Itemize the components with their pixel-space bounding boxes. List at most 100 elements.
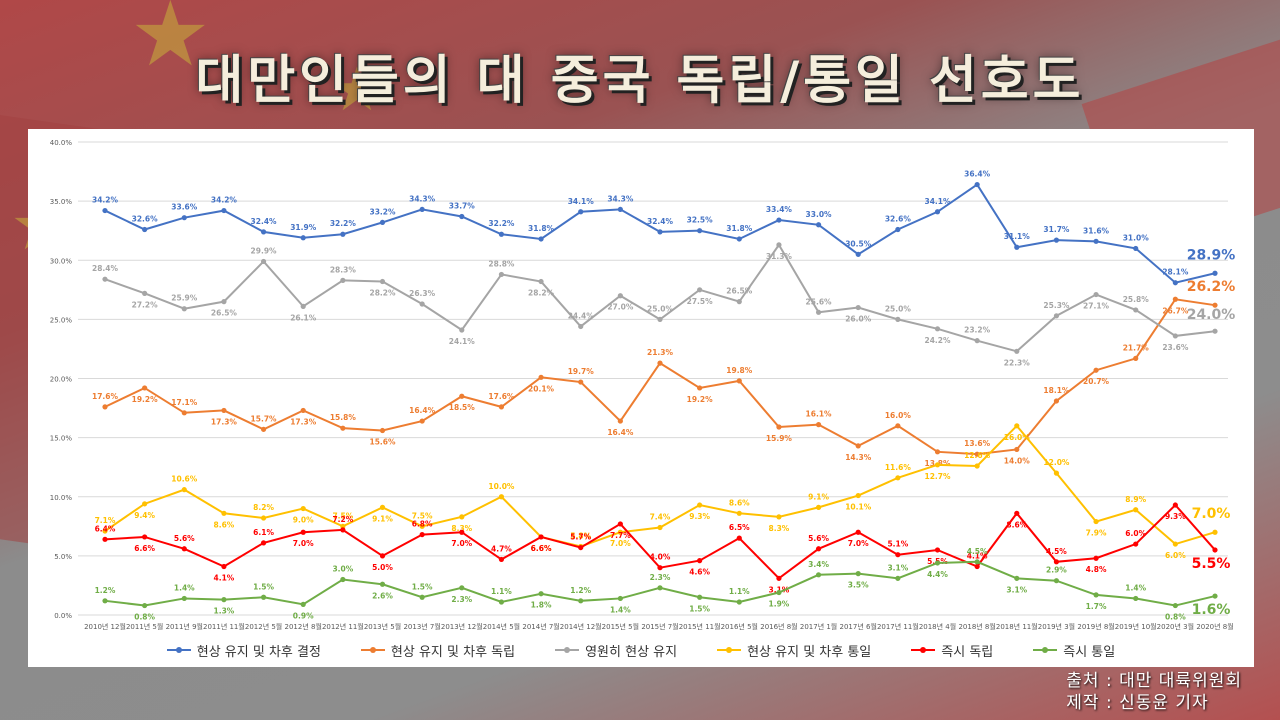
data-label: 22.3% xyxy=(1004,358,1031,367)
data-label: 9.1% xyxy=(372,514,393,523)
data-point xyxy=(776,217,782,223)
data-label: 6.0% xyxy=(1165,551,1186,560)
data-label: 32.4% xyxy=(251,217,278,226)
data-label: 16.4% xyxy=(607,428,634,437)
data-point xyxy=(1014,575,1020,581)
data-label: 31.8% xyxy=(726,224,753,233)
data-point xyxy=(855,251,861,257)
data-label: 9.0% xyxy=(293,516,314,525)
data-point xyxy=(1212,302,1218,308)
data-point xyxy=(895,226,901,233)
data-point xyxy=(221,299,227,305)
data-label: 16.4% xyxy=(409,406,436,415)
data-point xyxy=(776,575,782,581)
data-label: 21.7% xyxy=(1123,343,1150,352)
data-label: 19.2% xyxy=(687,395,714,404)
data-label: 4.5% xyxy=(967,547,988,556)
data-label: 27.2% xyxy=(132,300,159,309)
data-label: 31.6% xyxy=(1083,226,1110,235)
x-tick-label: 2012년 11월 xyxy=(322,622,364,631)
data-label: 28.2% xyxy=(369,289,396,298)
data-label: 7.5% xyxy=(412,511,433,520)
data-label: 7.1% xyxy=(95,516,116,525)
y-tick-label: 10.0% xyxy=(50,494,73,502)
final-value-label: 24.0% xyxy=(1187,307,1236,323)
data-point xyxy=(895,552,901,558)
data-point xyxy=(617,418,623,424)
data-point xyxy=(300,407,306,414)
data-label: 27.5% xyxy=(687,297,714,306)
data-label: 10.6% xyxy=(171,475,198,484)
y-tick-label: 25.0% xyxy=(50,316,73,324)
data-point xyxy=(578,598,584,604)
data-label: 6.6% xyxy=(531,544,552,553)
data-point xyxy=(1133,355,1139,361)
data-point xyxy=(419,594,425,600)
data-point xyxy=(300,235,306,241)
data-point xyxy=(1133,245,1139,252)
data-point xyxy=(419,301,425,307)
data-label: 6.6% xyxy=(531,544,552,553)
data-point xyxy=(736,599,742,605)
data-point xyxy=(459,514,465,520)
data-point xyxy=(657,585,663,591)
data-label: 5.0% xyxy=(372,563,393,572)
data-label: 34.2% xyxy=(211,196,238,205)
data-point xyxy=(419,531,425,538)
series-line xyxy=(104,243,1216,353)
data-point xyxy=(815,422,822,428)
data-label: 19.2% xyxy=(132,395,159,404)
data-label: 20.1% xyxy=(528,384,555,393)
data-point xyxy=(379,219,386,226)
data-label: 5.8% xyxy=(570,531,591,540)
data-point xyxy=(102,404,108,410)
data-label: 33.0% xyxy=(806,210,833,219)
data-label: 5.6% xyxy=(808,534,829,543)
data-point xyxy=(895,475,901,481)
data-point xyxy=(657,524,663,531)
data-point xyxy=(934,449,941,455)
data-label: 26.5% xyxy=(726,287,753,296)
legend-item: 즉시 독립 xyxy=(911,641,993,660)
data-point xyxy=(538,278,544,285)
data-point xyxy=(221,510,227,516)
data-label: 21.3% xyxy=(647,348,674,357)
data-label: 29.9% xyxy=(251,246,278,255)
line-chart: 0.0% 5.0% 10.0% 15.0% 20.0% 25.0% 30.0% 35.0% 40… xyxy=(50,139,1236,631)
data-label: 3.1% xyxy=(1006,585,1027,594)
data-label: 33.6% xyxy=(171,203,198,212)
data-label: 9.3% xyxy=(1165,512,1186,521)
author-credit: 제작 : 신동윤 기자 xyxy=(1066,693,1209,713)
data-point xyxy=(300,505,306,512)
data-point xyxy=(498,231,505,237)
data-point xyxy=(815,572,822,578)
data-label: 4.1% xyxy=(214,574,235,583)
data-label: 34.1% xyxy=(568,197,595,206)
data-point xyxy=(736,510,742,516)
data-label: 34.3% xyxy=(409,194,436,203)
data-point xyxy=(260,515,267,521)
data-label: 3.1% xyxy=(887,563,908,572)
data-label: 18.1% xyxy=(1043,386,1070,395)
data-label: 4.4% xyxy=(927,570,948,579)
data-label: 27.1% xyxy=(1083,302,1110,311)
data-label: 8.6% xyxy=(214,520,235,529)
data-point xyxy=(459,585,465,591)
data-label: 11.6% xyxy=(885,463,912,472)
data-label: 0.8% xyxy=(134,613,155,622)
data-label: 10.1% xyxy=(845,503,872,512)
data-point xyxy=(697,287,703,293)
data-label: 8.9% xyxy=(1125,495,1146,504)
data-label: 6.8% xyxy=(412,520,433,529)
data-point xyxy=(340,576,346,583)
data-point xyxy=(1172,541,1178,547)
data-label: 23.2% xyxy=(964,326,991,335)
legend-swatch xyxy=(360,647,385,653)
data-label: 7.4% xyxy=(650,512,671,521)
data-point xyxy=(1053,470,1060,476)
x-tick-label: 2014년 12월 xyxy=(560,622,602,631)
data-point xyxy=(459,529,465,535)
data-point xyxy=(934,326,941,332)
data-point xyxy=(617,521,623,527)
data-point xyxy=(697,228,703,234)
